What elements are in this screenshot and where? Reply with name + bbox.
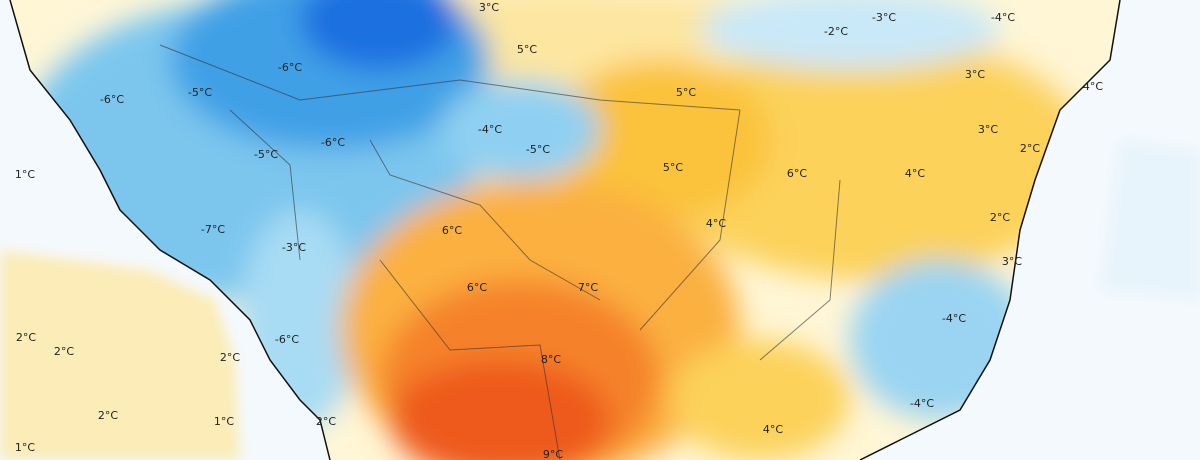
borders [159, 44, 841, 460]
temperature-label: 6°C [787, 167, 807, 180]
hot-core [390, 360, 610, 460]
temperature-labels: 3°C 5°C -3°C -4°C -2°C -6°C -6°C -5°C 5°C 3°C 4°C -… [15, 1, 1103, 460]
temperature-label: 2°C [316, 415, 336, 428]
temperature-label: -5°C [254, 148, 278, 161]
temperature-label: -4°C [942, 312, 966, 325]
temperature-label: -5°C [188, 86, 212, 99]
temperature-label: 2°C [990, 211, 1010, 224]
temperature-label: 5°C [676, 86, 696, 99]
temperature-label: -3°C [282, 241, 306, 254]
temperature-label: 9°C [543, 448, 563, 460]
temperature-label: 2°C [98, 409, 118, 422]
temperature-label: 4°C [763, 423, 783, 436]
temperature-label: 1°C [15, 441, 35, 454]
temperature-label: 3°C [965, 68, 985, 81]
temperature-label: 2°C [54, 345, 74, 358]
temperature-label: -4°C [991, 11, 1015, 24]
cold-center [440, 80, 600, 180]
temperature-label: -7°C [201, 223, 225, 236]
temperature-label: 2°C [1020, 142, 1040, 155]
temperature-label: -5°C [526, 143, 550, 156]
temperature-label: -4°C [478, 123, 502, 136]
temperature-label: 5°C [663, 161, 683, 174]
cold-peak [300, 0, 460, 70]
temperature-label: -6°C [275, 333, 299, 346]
temperature-label: 3°C [978, 123, 998, 136]
temperature-label: 4°C [905, 167, 925, 180]
temperature-label: 2°C [16, 331, 36, 344]
warm-south [670, 340, 850, 460]
temperature-label: 3°C [479, 1, 499, 14]
temperature-label: 4°C [1083, 80, 1103, 93]
temperature-label: 7°C [578, 281, 598, 294]
temperature-label: 4°C [706, 217, 726, 230]
temperature-label: 6°C [442, 224, 462, 237]
temperature-label: -6°C [278, 61, 302, 74]
temperature-label: 1°C [214, 415, 234, 428]
temperature-label: 6°C [467, 281, 487, 294]
coastline [9, 0, 1121, 460]
temperature-label: 8°C [541, 353, 561, 366]
ocean-warm-patch [0, 250, 240, 460]
ocean-cool-patch [1100, 140, 1200, 300]
temperature-label: -4°C [910, 397, 934, 410]
temperature-label: -6°C [321, 136, 345, 149]
temperature-label: -3°C [872, 11, 896, 24]
temperature-label: 5°C [517, 43, 537, 56]
cool-north [700, 0, 1000, 70]
temperature-label: 2°C [220, 351, 240, 364]
temperature-label: -2°C [824, 25, 848, 38]
warm-east [650, 40, 1090, 280]
temperature-label: 1°C [15, 168, 35, 181]
temperature-label: -6°C [100, 93, 124, 106]
temperature-label: 3°C [1002, 255, 1022, 268]
